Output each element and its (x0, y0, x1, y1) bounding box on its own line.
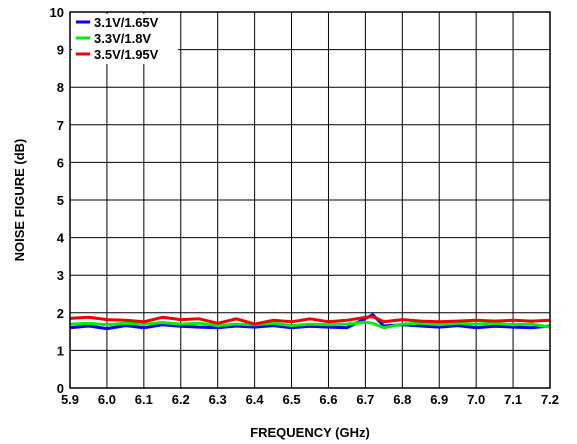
series-line-2 (69, 320, 551, 330)
series-layer (69, 313, 551, 331)
x-tick-label: 6.0 (98, 392, 116, 407)
x-tick-label: 6.7 (356, 392, 374, 407)
y-tick-label: 4 (57, 231, 65, 246)
y-tick-label: 0 (57, 381, 64, 396)
x-tick-labels: 5.9 6.0 6.1 6.2 6.3 6.4 6.5 6.6 6.7 6.8 6.9 7.0 7.1 7… (61, 392, 559, 407)
y-tick-label: 8 (57, 80, 64, 95)
x-tick-label: 6.1 (135, 392, 153, 407)
x-tick-label: 5.9 (61, 392, 79, 407)
y-axis-title: NOISE FIGURE (dB) (12, 139, 27, 262)
legend-label: 3.5V/1.95V (94, 47, 159, 62)
x-tick-label: 6.6 (319, 392, 337, 407)
x-tick-label: 7.1 (504, 392, 522, 407)
series-line-3 (69, 315, 551, 326)
y-tick-label: 9 (57, 43, 64, 58)
x-tick-label: 6.2 (172, 392, 190, 407)
legend-label: 3.1V/1.65V (94, 15, 159, 30)
x-tick-label: 6.4 (246, 392, 265, 407)
y-tick-label: 6 (57, 155, 64, 170)
plot-frame (69, 11, 551, 389)
grid (69, 11, 551, 389)
y-tick-label: 2 (57, 306, 64, 321)
x-tick-label: 6.9 (430, 392, 448, 407)
x-tick-label: 7.0 (467, 392, 485, 407)
x-tick-label: 7.2 (541, 392, 559, 407)
x-tick-label: 6.8 (393, 392, 411, 407)
y-tick-label: 5 (57, 193, 64, 208)
y-tick-labels: 0 1 2 3 4 5 6 7 8 9 10 (50, 5, 65, 396)
x-tick-label: 6.5 (282, 392, 300, 407)
y-tick-label: 1 (57, 343, 64, 358)
x-axis-title: FREQUENCY (GHz) (250, 425, 370, 440)
y-tick-label: 10 (50, 5, 64, 20)
x-tick-label: 6.3 (209, 392, 227, 407)
legend-label: 3.3V/1.8V (94, 31, 151, 46)
y-tick-label: 3 (57, 268, 64, 283)
series-line-1 (69, 313, 551, 331)
y-tick-label: 7 (57, 118, 64, 133)
